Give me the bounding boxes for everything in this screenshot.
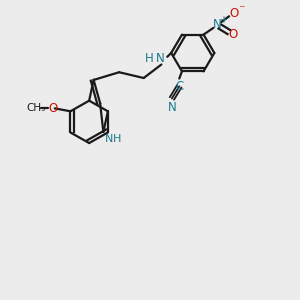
Text: N: N	[167, 101, 176, 114]
Text: CH₃: CH₃	[26, 103, 46, 113]
Text: H: H	[113, 134, 122, 144]
Text: O: O	[228, 28, 238, 41]
Text: +: +	[219, 15, 227, 25]
Text: N: N	[105, 134, 114, 144]
Text: O: O	[230, 7, 238, 20]
Text: ⁻: ⁻	[238, 3, 245, 16]
Text: N: N	[213, 19, 222, 32]
Text: N: N	[156, 52, 165, 65]
Text: H: H	[145, 52, 154, 65]
Text: O: O	[48, 102, 57, 115]
Text: C: C	[175, 80, 183, 92]
